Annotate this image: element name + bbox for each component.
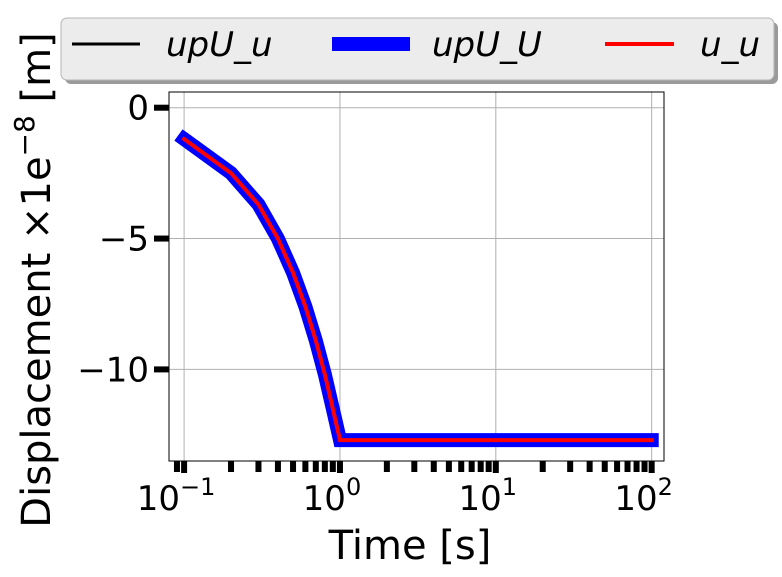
x-major-tick xyxy=(336,461,343,473)
series-line-u_u xyxy=(181,136,654,443)
x-major-tick xyxy=(181,461,188,473)
tick-layer xyxy=(154,104,655,473)
x-major-tick xyxy=(492,461,499,473)
y-major-tick xyxy=(154,366,169,373)
x-major-tick xyxy=(648,461,655,473)
x-minor-tick xyxy=(228,461,235,472)
y-tick-label: −5 xyxy=(99,220,149,260)
x-minor-tick xyxy=(329,461,336,472)
x-minor-tick xyxy=(383,461,390,472)
y-axis-label: Displacement ×1e−8 [m] xyxy=(8,32,60,527)
x-minor-tick xyxy=(430,461,437,472)
x-minor-tick xyxy=(633,461,640,472)
x-tick-label: 102 xyxy=(614,473,673,519)
x-minor-tick xyxy=(255,461,262,472)
x-minor-tick xyxy=(445,461,452,472)
x-minor-tick xyxy=(586,461,593,472)
x-tick-label-base: 10 xyxy=(303,479,346,519)
y-major-tick xyxy=(154,235,169,242)
x-tick-label-base: 10 xyxy=(459,479,502,519)
legend-label-upU_U: upU_U xyxy=(432,25,542,65)
x-minor-tick xyxy=(641,461,648,472)
x-tick-label: 100 xyxy=(303,473,362,519)
x-tick-label: 101 xyxy=(459,473,518,519)
y-axis-label-unit: [m] xyxy=(14,32,60,115)
x-minor-tick xyxy=(274,461,281,472)
x-minor-tick xyxy=(477,461,484,472)
y-major-tick xyxy=(154,104,169,111)
x-minor-tick xyxy=(485,461,492,472)
x-minor-tick xyxy=(624,461,631,472)
series-line-upU_U xyxy=(174,129,659,448)
series-line-upU_u xyxy=(182,137,654,442)
x-minor-tick xyxy=(614,461,621,472)
y-tick-label: −10 xyxy=(77,350,149,390)
legend-box xyxy=(60,17,775,81)
x-tick-label-exponent: 1 xyxy=(502,473,517,501)
y-axis-label-main: Displacement ×1e xyxy=(14,156,60,527)
x-minor-tick xyxy=(290,461,297,472)
x-axis-label: Time [s] xyxy=(328,523,492,569)
legend-label-u_u: u_u xyxy=(700,25,760,65)
x-minor-tick xyxy=(601,461,608,472)
x-tick-label-base: 10 xyxy=(614,479,657,519)
x-minor-tick xyxy=(312,461,319,472)
x-minor-tick xyxy=(539,461,546,472)
x-tick-label-base: 10 xyxy=(137,479,180,519)
x-tick-label: 10−1 xyxy=(137,473,216,519)
legend: upU_u upU_U u_u xyxy=(60,17,778,84)
y-axis-label-exponent: −8 xyxy=(8,115,41,156)
x-minor-tick xyxy=(321,461,328,472)
x-minor-tick xyxy=(458,461,465,472)
plot-frame xyxy=(168,91,665,462)
grid-layer xyxy=(169,92,664,461)
x-minor-tick xyxy=(567,461,574,472)
y-tick-label: 0 xyxy=(127,89,149,129)
x-tick-label-exponent: 0 xyxy=(346,473,361,501)
x-minor-tick xyxy=(302,461,309,472)
legend-label-upU_u: upU_u xyxy=(166,25,273,65)
x-minor-tick xyxy=(411,461,418,472)
series-layer xyxy=(174,129,659,448)
x-minor-tick xyxy=(468,461,475,472)
x-minor-tick xyxy=(173,461,180,472)
x-tick-label-exponent: 2 xyxy=(658,473,673,501)
x-tick-label-exponent: −1 xyxy=(180,473,215,501)
